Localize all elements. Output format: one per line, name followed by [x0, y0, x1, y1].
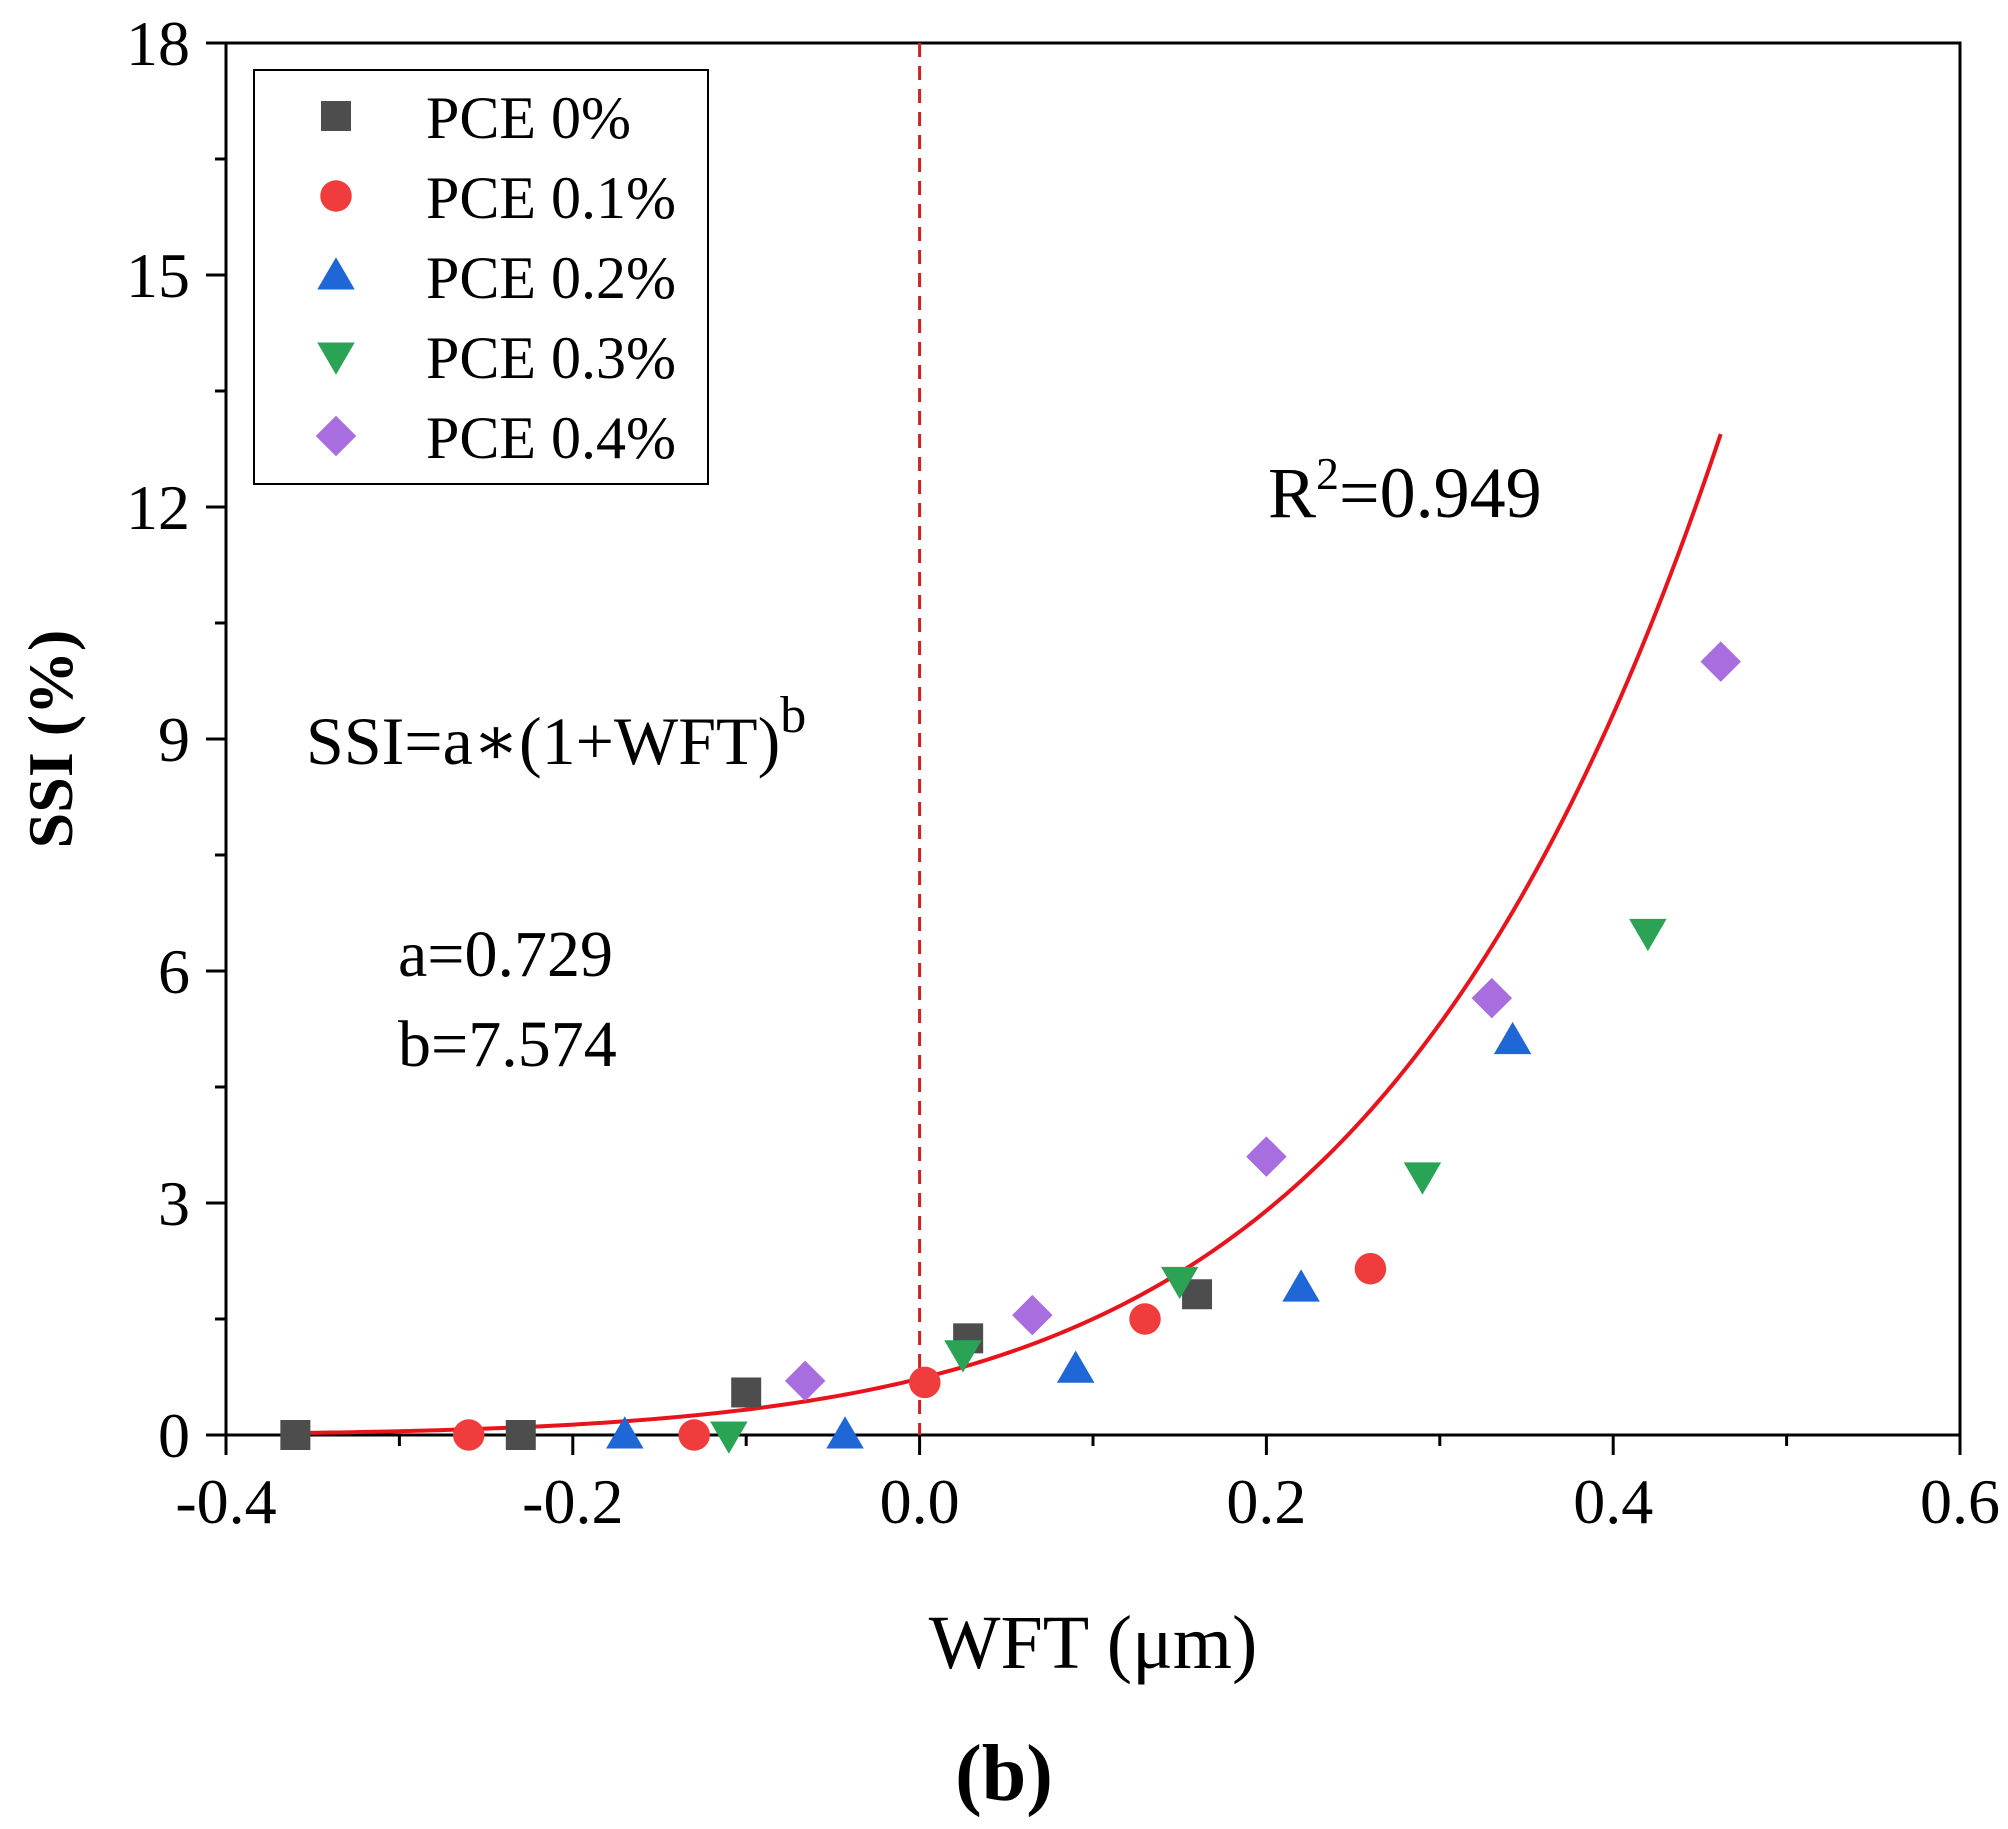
panel-label: (b) — [955, 1730, 1053, 1818]
r-squared-exponent: 2 — [1316, 448, 1339, 499]
data-points — [280, 641, 1741, 1454]
axis-ticks: -0.4 -0.2 0.0 0.2 0.4 0.6 0 3 6 9 12 15 18 — [126, 8, 2000, 1537]
y-tick-label: 9 — [158, 704, 190, 775]
data-point — [1012, 1294, 1053, 1336]
data-point — [1629, 918, 1667, 952]
series-pce-0-1- — [453, 1252, 1387, 1451]
y-tick-label: 12 — [126, 472, 190, 543]
data-point — [731, 1377, 762, 1408]
fit-param-a: a=0.729 — [398, 918, 613, 991]
r-squared-value: =0.949 — [1339, 453, 1542, 533]
legend-label: PCE 0.1% — [426, 165, 676, 231]
data-point — [606, 1416, 644, 1449]
y-tick-label: 0 — [158, 1400, 190, 1471]
legend: PCE 0% PCE 0.1% PCE 0.2% PCE 0.3% PCE 0.4% — [253, 69, 709, 485]
fit-formula-exponent: b — [780, 687, 806, 744]
legend-label: PCE 0% — [426, 85, 631, 151]
x-tick-label: 0.2 — [1226, 1466, 1306, 1537]
data-point — [1471, 977, 1513, 1019]
data-point — [1403, 1162, 1442, 1195]
data-point — [710, 1421, 748, 1454]
legend-label: PCE 0.3% — [426, 325, 676, 391]
data-point — [1700, 641, 1741, 682]
data-point — [280, 1420, 311, 1450]
y-tick-label: 18 — [126, 8, 190, 79]
data-point — [453, 1419, 485, 1451]
fit-formula-annotation: SSI=a∗(1+WFT)b — [306, 687, 806, 779]
legend-marker — [317, 342, 355, 375]
y-tick-label: 6 — [158, 936, 190, 1007]
x-tick-label: -0.4 — [175, 1466, 276, 1537]
legend-label: PCE 0.4% — [426, 405, 676, 471]
series-pce-0-3- — [710, 918, 1667, 1454]
legend-label: PCE 0.2% — [426, 245, 676, 311]
legend-item: PCE 0.2% — [317, 245, 676, 311]
data-point — [505, 1420, 536, 1450]
fit-param-b: b=7.574 — [398, 1008, 617, 1081]
fit-formula-base: SSI=a∗(1+WFT) — [306, 703, 780, 779]
legend-marker — [317, 257, 355, 290]
legend-marker — [320, 180, 352, 212]
r-squared-base: R — [1268, 453, 1316, 533]
x-tick-label: 0.0 — [880, 1466, 960, 1537]
x-axis-title: WFT (μm) — [929, 1601, 1258, 1685]
data-point — [1160, 1266, 1199, 1300]
data-point — [826, 1416, 864, 1449]
data-point — [678, 1419, 710, 1451]
series-pce-0-2- — [606, 1021, 1532, 1449]
data-point — [1354, 1252, 1387, 1285]
legend-item: PCE 0.1% — [320, 165, 676, 231]
x-tick-label: 0.4 — [1573, 1466, 1653, 1537]
legend-item: PCE 0.3% — [317, 325, 676, 391]
data-point — [1493, 1021, 1532, 1055]
data-point — [784, 1360, 826, 1402]
legend-item: PCE 0% — [321, 85, 631, 151]
series-pce-0-4- — [784, 641, 1741, 1402]
legend-marker — [321, 101, 351, 131]
r-squared-annotation: R2=0.949 — [1268, 448, 1542, 533]
data-point — [1129, 1303, 1161, 1335]
data-point — [1246, 1136, 1287, 1177]
y-axis-title: SSI (%) — [15, 630, 86, 849]
data-point — [944, 1340, 982, 1373]
x-tick-label: -0.2 — [522, 1466, 623, 1537]
y-tick-label: 15 — [126, 240, 190, 311]
legend-item: PCE 0.4% — [315, 405, 676, 471]
data-point — [1282, 1269, 1320, 1302]
y-tick-label: 3 — [158, 1168, 190, 1239]
data-point — [909, 1366, 941, 1399]
legend-marker — [315, 415, 357, 457]
data-point — [1056, 1350, 1095, 1383]
x-tick-label: 0.6 — [1920, 1466, 2000, 1537]
